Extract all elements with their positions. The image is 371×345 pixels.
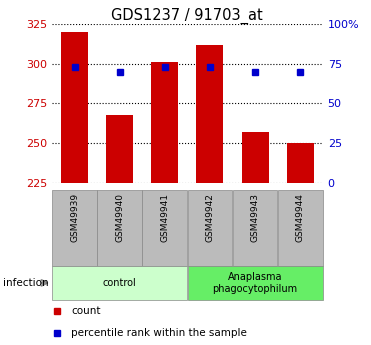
Text: GSM49940: GSM49940 <box>115 193 124 242</box>
Text: infection: infection <box>3 278 48 288</box>
Bar <box>97 190 142 266</box>
Text: GSM49942: GSM49942 <box>206 193 214 242</box>
Bar <box>188 190 232 266</box>
Bar <box>188 266 322 300</box>
Bar <box>106 115 133 183</box>
Bar <box>52 266 187 300</box>
Text: control: control <box>103 278 137 288</box>
Bar <box>142 190 187 266</box>
Bar <box>151 62 178 183</box>
Bar <box>233 190 278 266</box>
Bar <box>52 190 97 266</box>
Text: GSM49944: GSM49944 <box>296 193 305 242</box>
Text: percentile rank within the sample: percentile rank within the sample <box>71 328 247 338</box>
Bar <box>242 132 269 183</box>
Text: Anaplasma
phagocytophilum: Anaplasma phagocytophilum <box>213 272 298 294</box>
Text: GSM49941: GSM49941 <box>160 193 169 242</box>
Title: GDS1237 / 91703_at: GDS1237 / 91703_at <box>111 8 263 24</box>
Text: GSM49943: GSM49943 <box>250 193 260 242</box>
Bar <box>196 45 223 183</box>
Text: count: count <box>71 306 101 315</box>
Bar <box>287 143 314 183</box>
Bar <box>61 32 88 183</box>
Text: GSM49939: GSM49939 <box>70 193 79 242</box>
Bar <box>278 190 322 266</box>
